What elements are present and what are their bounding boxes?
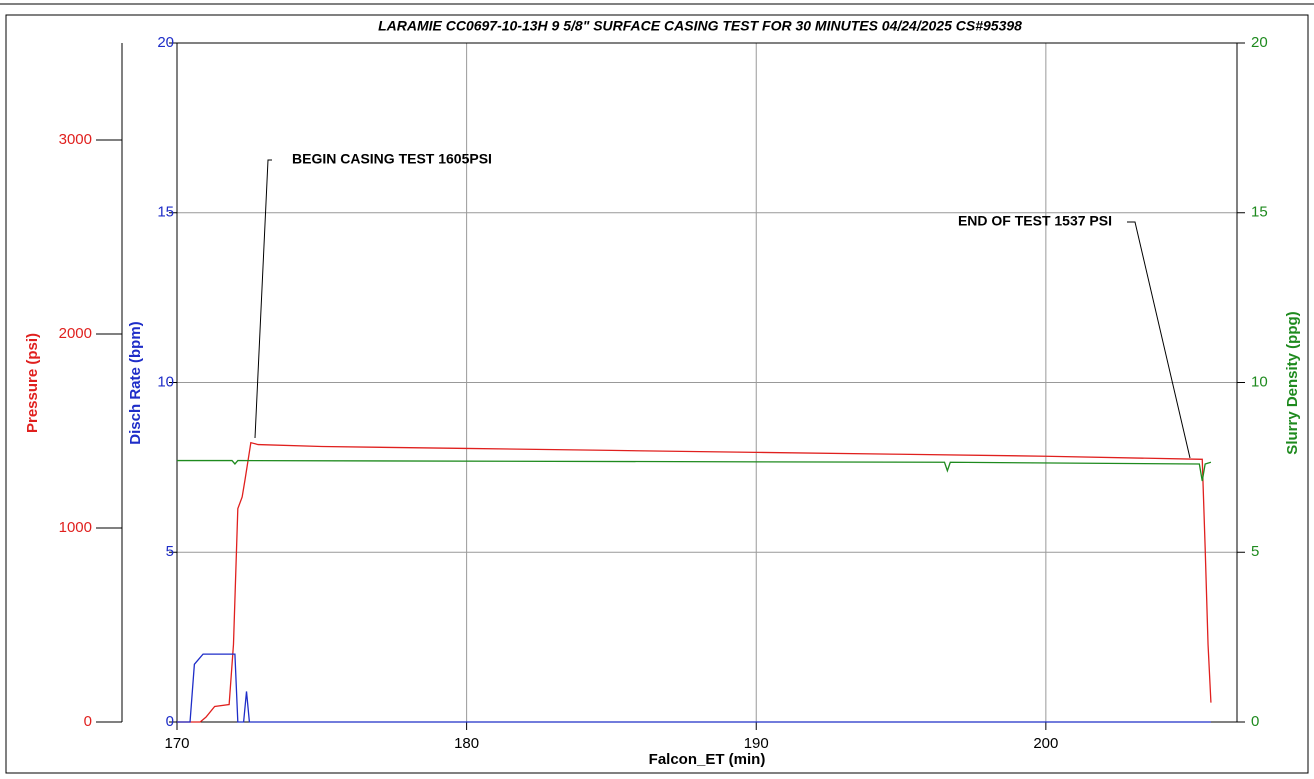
x-tick-label: 200: [1033, 735, 1058, 752]
y2-axis-label: Pressure (psi): [24, 333, 41, 433]
frame: [5, 14, 1309, 774]
series-line: [177, 459, 1212, 482]
y-axis-label: Disch Rate (bpm): [127, 321, 144, 444]
y3-tick-label: 15: [1251, 204, 1268, 221]
y-tick-label: 20: [157, 34, 174, 51]
x-tick-label: 170: [164, 735, 189, 752]
y2-tick-label: 3000: [59, 131, 92, 148]
annotation: END OF TEST 1537 PSI: [958, 213, 1112, 229]
y2-tick-label: 2000: [59, 325, 92, 342]
y3-tick-label: 5: [1251, 543, 1259, 560]
y-tick-label: 5: [166, 543, 174, 560]
y-tick-label: 10: [157, 373, 174, 390]
x-tick-label: 180: [454, 735, 479, 752]
series-line: [177, 441, 1212, 723]
chart-title: LARAMIE CC0697-10-13H 9 5/8" SURFACE CAS…: [378, 18, 1022, 34]
y3-tick-label: 10: [1251, 373, 1268, 390]
y3-tick-label: 0: [1251, 713, 1259, 730]
series-line: [177, 653, 1211, 723]
annotation: BEGIN CASING TEST 1605PSI: [292, 151, 492, 167]
annotation-leader: [1127, 221, 1191, 459]
y2-tick-label: 0: [84, 713, 92, 730]
annotation-leader: [254, 159, 272, 439]
y3-tick-label: 20: [1251, 34, 1268, 51]
y3-axis-label: Slurry Density (ppg): [1284, 311, 1301, 454]
x-axis-label: Falcon_ET (min): [649, 751, 766, 768]
x-tick-label: 190: [744, 735, 769, 752]
y-tick-label: 0: [166, 713, 174, 730]
y2-tick-label: 1000: [59, 519, 92, 536]
y-tick-label: 15: [157, 204, 174, 221]
